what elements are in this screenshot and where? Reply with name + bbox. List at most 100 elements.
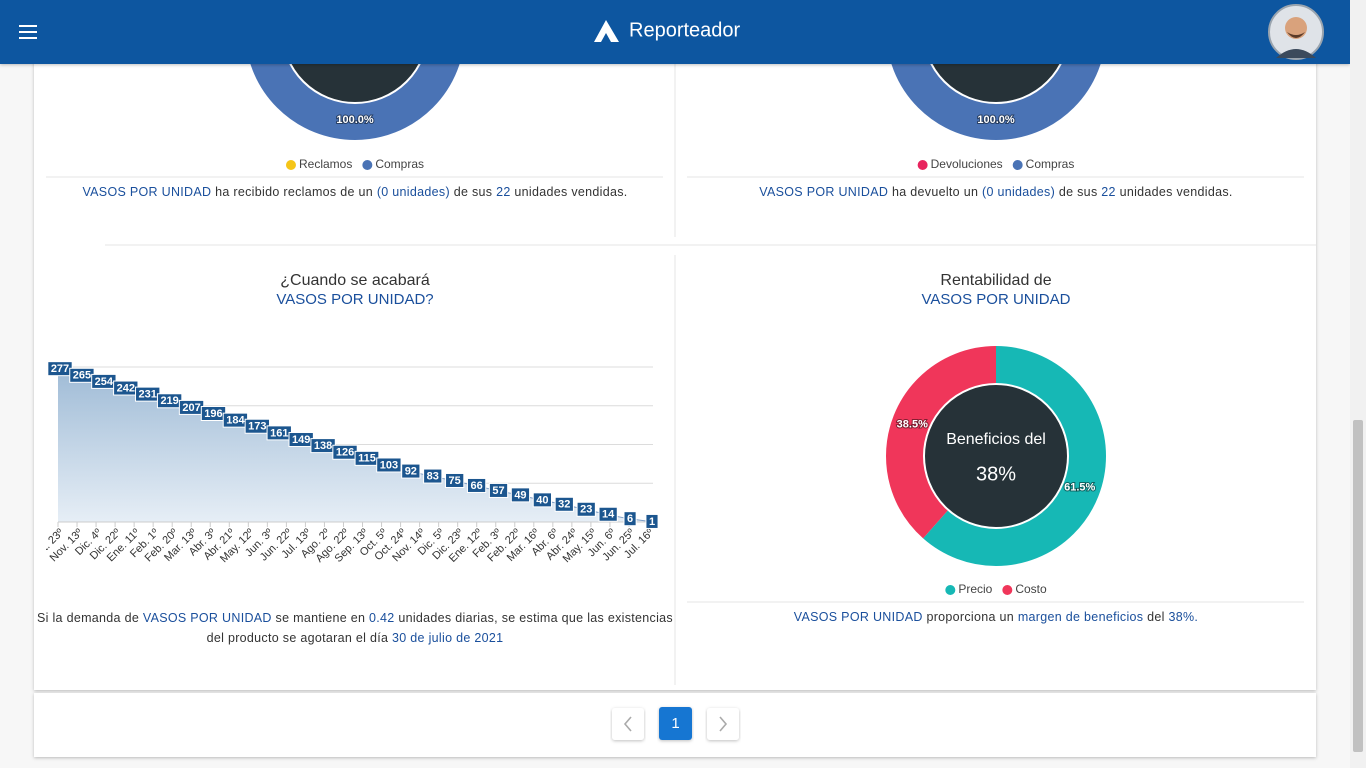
caption-text: del <box>1147 610 1165 624</box>
legend-label: Costo <box>1015 582 1047 596</box>
caption-link: VASOS POR UNIDAD <box>82 185 211 199</box>
data-label: 184 <box>226 415 245 427</box>
legend-marker <box>917 160 928 170</box>
data-label-box <box>532 492 552 508</box>
value-label: 38.5% <box>897 418 928 430</box>
center-value: 38% <box>976 463 1016 485</box>
data-label: 149 <box>292 434 310 446</box>
caption-link: VASOS POR UNIDAD <box>794 610 923 624</box>
subtitle-text: VASOS POR UNIDAD <box>922 291 1071 308</box>
data-label-box <box>598 506 618 522</box>
next-page[interactable] <box>707 708 739 740</box>
data-label-box <box>576 501 596 517</box>
data-label: 32 <box>558 499 570 511</box>
scrollbar-thumb[interactable] <box>1353 420 1363 752</box>
caption-link: 0.42 <box>369 611 395 625</box>
data-label-box <box>510 487 531 503</box>
donut-segment <box>886 346 1106 566</box>
caption-text: ha recibido reclamos de un <box>215 185 373 199</box>
legend-label: Precio <box>958 582 992 596</box>
data-label: 138 <box>314 440 332 452</box>
chart-subtitle: VASOS POR UNIDAD <box>922 291 1071 308</box>
value-label: 100.0% <box>336 114 374 126</box>
legend-marker <box>1012 160 1023 170</box>
center-label: Beneficios del <box>946 431 1046 448</box>
data-label: 242 <box>117 382 135 394</box>
data-label: 231 <box>139 389 157 401</box>
caption-text: de sus <box>454 185 493 199</box>
page-number[interactable]: 1 <box>671 715 679 732</box>
data-label: 207 <box>182 402 200 414</box>
app-bar <box>0 0 1350 64</box>
caption-text: del producto se agotaran el día <box>207 631 389 645</box>
data-label-box <box>376 457 402 473</box>
caption-text: Si la demanda de <box>37 611 139 625</box>
caption-text: unidades vendidas. <box>1120 185 1233 199</box>
legend: Precio Costo <box>945 582 1047 596</box>
data-label: 265 <box>73 370 91 382</box>
legend-marker <box>945 585 956 595</box>
caption-link: 22 <box>496 185 511 199</box>
caption: del producto se agotaran el día 30 de ju… <box>207 631 504 645</box>
data-label: 161 <box>270 427 288 439</box>
data-label: 75 <box>449 475 461 487</box>
caption-text: de sus <box>1059 185 1098 199</box>
data-label: 57 <box>492 485 504 497</box>
data-label: 83 <box>427 470 439 482</box>
caption-link: VASOS POR UNIDAD <box>143 611 272 625</box>
data-label-box <box>466 477 487 493</box>
data-label: 115 <box>358 453 376 465</box>
data-label: 49 <box>514 489 526 501</box>
caption-link: 30 de julio de 2021 <box>392 631 503 645</box>
legend-label: Compras <box>375 157 424 171</box>
data-label: 219 <box>160 395 178 407</box>
data-label: 254 <box>95 376 114 388</box>
caption-text: unidades vendidas. <box>514 185 627 199</box>
caption: Si la demanda de VASOS POR UNIDAD se man… <box>37 611 673 625</box>
caption-text: proporciona un <box>926 610 1014 624</box>
data-label-box <box>401 463 421 479</box>
caption-link: (0 unidades) <box>377 185 450 199</box>
logo <box>594 20 619 42</box>
avatar[interactable] <box>1268 4 1324 60</box>
data-label-box <box>554 496 574 512</box>
legend: Devoluciones Compras <box>917 157 1075 171</box>
data-label: 277 <box>51 363 69 375</box>
caption-link: (0 unidades) <box>982 185 1055 199</box>
donut-center <box>923 383 1069 529</box>
subtitle-end: ? <box>425 291 433 308</box>
subtitle-text: VASOS POR UNIDAD <box>276 291 425 308</box>
caption-link: margen de beneficios <box>1018 610 1144 624</box>
data-label-box <box>423 468 443 484</box>
page-button[interactable]: 1 <box>659 707 692 740</box>
legend: Reclamos Compras <box>285 157 424 171</box>
legend-label: Compras <box>1026 157 1075 171</box>
caption: VASOS POR UNIDAD ha recibido reclamos de… <box>82 185 627 199</box>
data-label: 40 <box>536 494 548 506</box>
legend-label: Devoluciones <box>931 157 1003 171</box>
caption-link: VASOS POR UNIDAD <box>759 185 888 199</box>
data-label: 173 <box>248 421 266 433</box>
prev-page[interactable] <box>612 708 644 740</box>
chart-title: Rentabilidad de <box>940 272 1051 289</box>
data-label: 66 <box>470 480 482 492</box>
data-label-box <box>623 511 637 527</box>
data-label-box <box>488 482 509 498</box>
chart-title: ¿Cuando se acabará <box>280 272 430 289</box>
data-label: 196 <box>204 408 222 420</box>
caption-text: ha devuelto un <box>892 185 978 199</box>
data-label-box <box>445 472 465 488</box>
caption-link: 38%. <box>1169 610 1199 624</box>
legend-marker <box>362 160 373 170</box>
data-label: 1 <box>649 516 655 528</box>
chart-subtitle: VASOS POR UNIDAD? <box>276 291 433 308</box>
data-label: 126 <box>336 447 354 459</box>
app-title: Reporteador <box>629 19 741 41</box>
data-label-box <box>645 513 659 529</box>
data-label: 14 <box>602 509 615 521</box>
menu-button[interactable] <box>19 25 37 39</box>
data-label: 92 <box>405 465 417 477</box>
data-label: 103 <box>380 459 398 471</box>
